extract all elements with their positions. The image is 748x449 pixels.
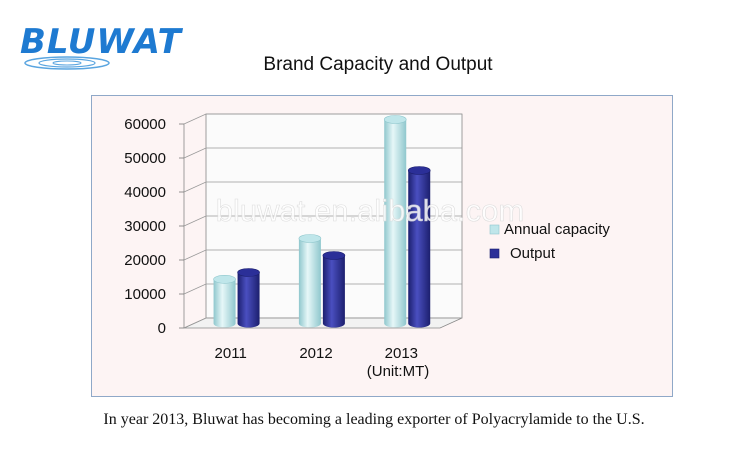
x-tick-label: 2011 <box>215 345 247 362</box>
bars <box>213 115 431 328</box>
bar-top-annual-capacity-2013 <box>383 115 407 124</box>
unit-note: (Unit:MT) <box>367 363 430 380</box>
legend: Annual capacity Output <box>489 221 610 262</box>
bar-annual-capacity-2011 <box>213 279 236 328</box>
bar-top-output-2011 <box>237 268 260 277</box>
bar-output-2012 <box>322 255 345 328</box>
x-tick-labels: 2011 2012 2013 <box>215 345 418 362</box>
y-tick-labels: 0 10000 20000 30000 40000 50000 60000 <box>124 116 166 337</box>
bar-annual-capacity-2013 <box>384 119 407 328</box>
y-tick-label: 50000 <box>124 150 166 167</box>
grid-line <box>183 113 462 125</box>
legend-swatch <box>489 248 500 259</box>
watermark: bluwat.en.alibaba.com <box>216 193 524 228</box>
y-tick-label: 40000 <box>124 184 166 201</box>
y-tick-label: 20000 <box>124 252 166 269</box>
legend-label: Annual capacity <box>504 221 610 238</box>
chart-title: Brand Capacity and Output <box>263 54 493 75</box>
logo-wave-icon <box>24 56 110 70</box>
caption: In year 2013, Bluwat has becoming a lead… <box>103 411 645 428</box>
grid-line <box>183 317 462 329</box>
y-tick-label: 30000 <box>124 218 166 235</box>
legend-label: Output <box>510 245 556 262</box>
y-tick-label: 0 <box>158 320 166 337</box>
bar-output-2011 <box>237 272 260 328</box>
x-tick-label: 2012 <box>299 345 332 362</box>
grid-line <box>183 215 462 227</box>
legend-swatch <box>489 224 500 235</box>
y-tick-label: 10000 <box>124 286 166 303</box>
grid-line <box>183 147 462 159</box>
x-tick-label: 2013 <box>385 345 418 362</box>
bluwat-logo: BLUWAT <box>20 22 182 62</box>
bar-top-annual-capacity-2011 <box>213 275 236 284</box>
bar-top-output-2012 <box>322 251 346 260</box>
chart-frame: 0 10000 20000 30000 40000 50000 60000 2011 2012… <box>91 95 673 397</box>
grid-line <box>183 283 462 295</box>
grid-line <box>183 249 462 261</box>
bar-top-output-2013 <box>407 166 431 175</box>
bar-output-2013 <box>408 170 431 328</box>
bar-annual-capacity-2012 <box>298 238 321 328</box>
y-tick-label: 60000 <box>124 116 166 133</box>
bar-top-annual-capacity-2012 <box>298 234 322 243</box>
bar-chart: 0 10000 20000 30000 40000 50000 60000 2011 2012… <box>124 113 610 380</box>
grid-line <box>183 181 462 193</box>
